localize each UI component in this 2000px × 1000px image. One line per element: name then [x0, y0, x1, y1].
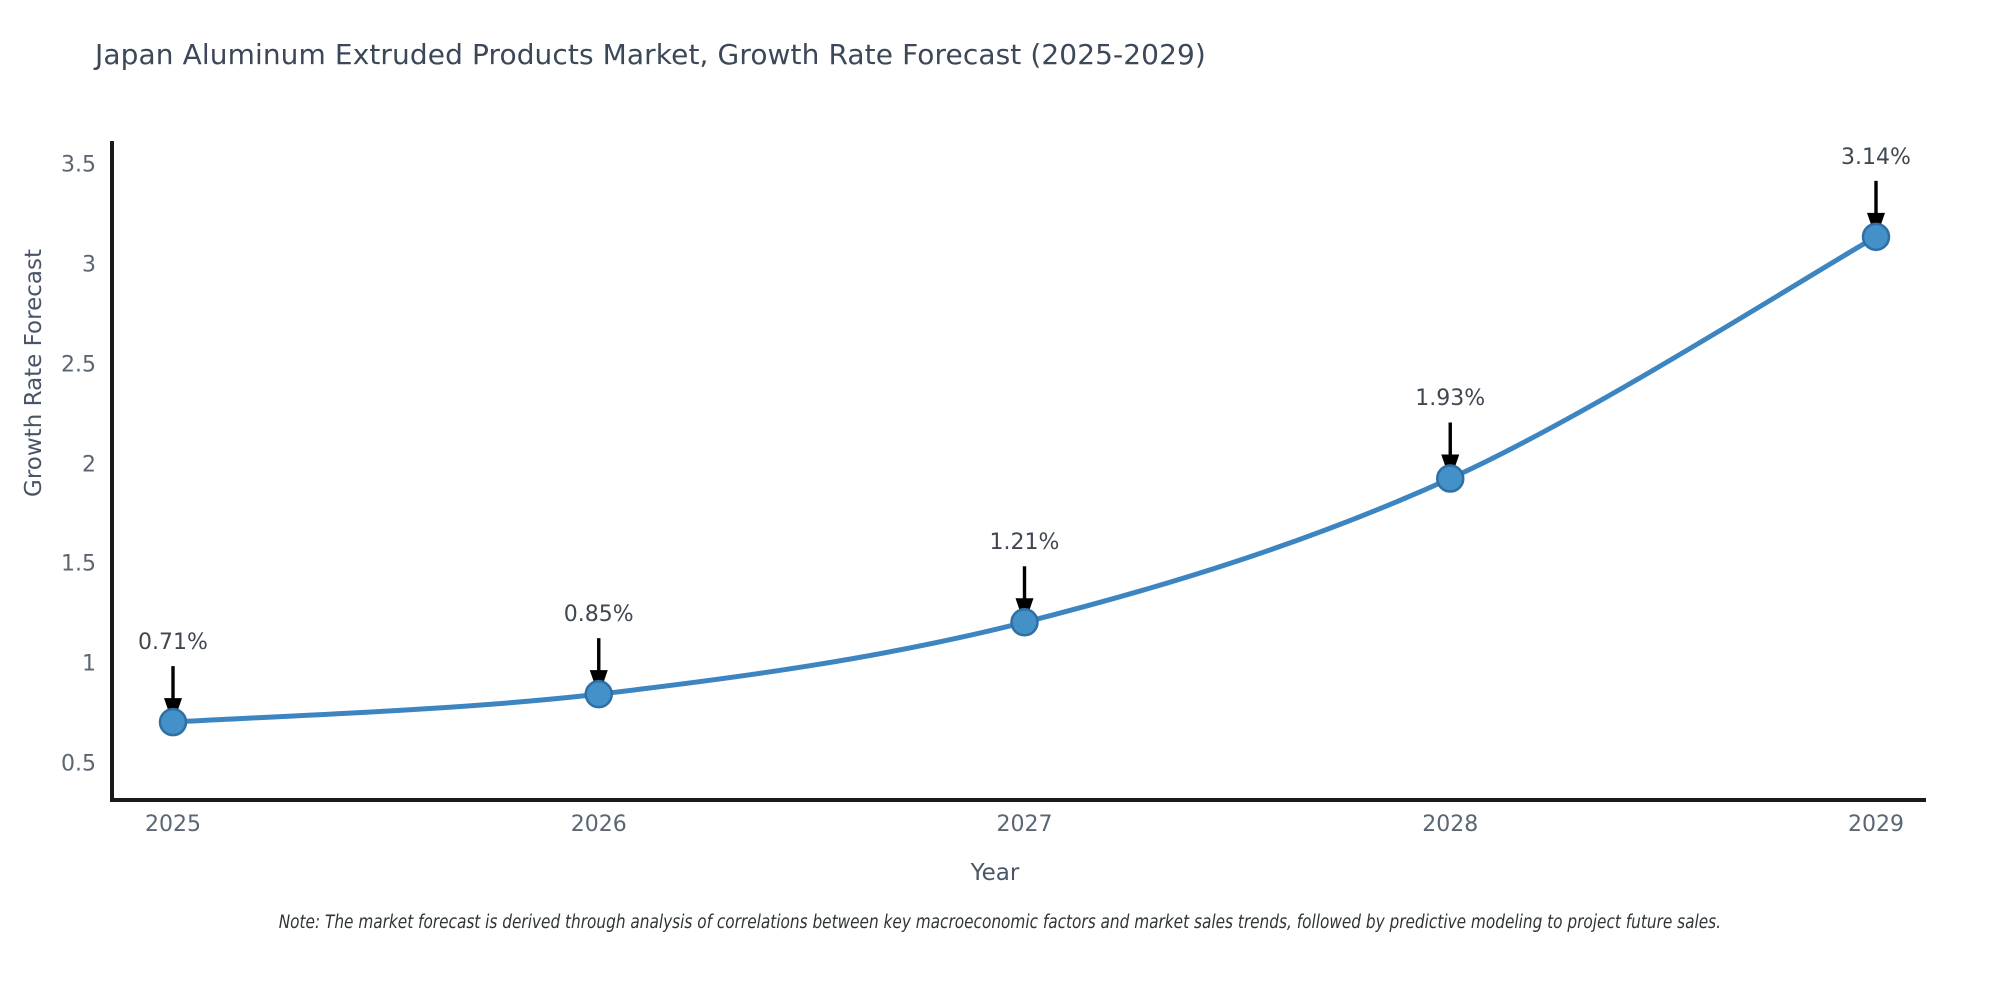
y-axis-tick-label: 1.5 [61, 551, 96, 577]
data-markers [158, 222, 1891, 737]
x-axis-title: Year [0, 860, 2000, 886]
data-point-marker[interactable] [158, 707, 188, 737]
y-axis-tick-label: 2 [82, 452, 96, 477]
data-point-marker[interactable] [1436, 464, 1465, 493]
chart-footnote-text: Note: The market forecast is derived thr… [278, 912, 1722, 933]
y-axis-tick-label: 3.5 [61, 152, 96, 178]
data-point-marker[interactable] [584, 679, 613, 709]
data-point-label: 1.21% [989, 530, 1060, 556]
x-axis-title-text: Year [970, 860, 1020, 886]
x-axis-tick-label: 2025 [145, 812, 201, 837]
data-point-marker[interactable] [1010, 608, 1039, 637]
x-axis-tick-label: 2028 [1422, 812, 1479, 837]
x-axis-tick-label: 2029 [1848, 812, 1904, 837]
data-point-marker[interactable] [1861, 222, 1891, 252]
y-axis-tick-label: 1 [82, 651, 96, 677]
data-point-label: 0.71% [138, 630, 208, 656]
series-line [170, 234, 1879, 725]
annotation-arrows [164, 180, 1885, 725]
chart-footnote: Note: The market forecast is derived thr… [0, 912, 2000, 933]
y-axis-tick-label: 3 [82, 252, 96, 278]
x-axis-tick-label: 2027 [996, 812, 1053, 837]
y-axis-tick-label: 0.5 [61, 751, 96, 777]
data-point-label: 1.93% [1415, 386, 1486, 412]
y-axis-tick-label: 2.5 [61, 352, 96, 378]
data-point-label: 3.14% [1841, 144, 1911, 170]
data-series [170, 234, 1879, 725]
x-axis-tick-label: 2026 [570, 812, 627, 837]
axes [110, 141, 1926, 802]
data-point-label: 0.85% [563, 602, 634, 628]
chart-title: Japan Aluminum Extruded Products Market,… [95, 38, 1206, 71]
